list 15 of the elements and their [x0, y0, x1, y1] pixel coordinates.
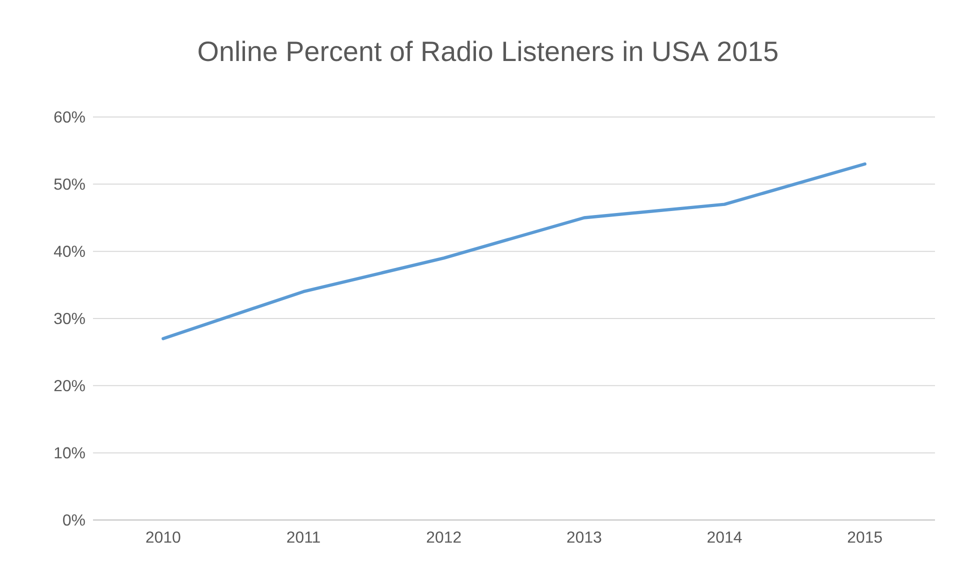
y-tick-label: 60%: [54, 111, 85, 123]
x-tick-label: 2010: [146, 532, 180, 543]
x-tick-label: 2015: [848, 532, 882, 543]
x-tick-label: 2013: [567, 532, 602, 543]
y-tick-label: 0%: [63, 514, 85, 526]
chart-title: Online Percent of Radio Listeners in USA 2015: [198, 40, 778, 62]
y-tick-label: 20%: [54, 380, 85, 392]
y-tick-label: 10%: [54, 447, 85, 458]
y-tick-label: 40%: [54, 246, 85, 257]
x-tick-label: 2014: [708, 532, 742, 543]
line-series: [162, 162, 866, 340]
x-tick-label: 2012: [426, 532, 461, 543]
y-tick-label: 50%: [54, 178, 85, 190]
y-tick-label: 30%: [54, 312, 85, 324]
x-tick-label: 2011: [287, 532, 320, 543]
